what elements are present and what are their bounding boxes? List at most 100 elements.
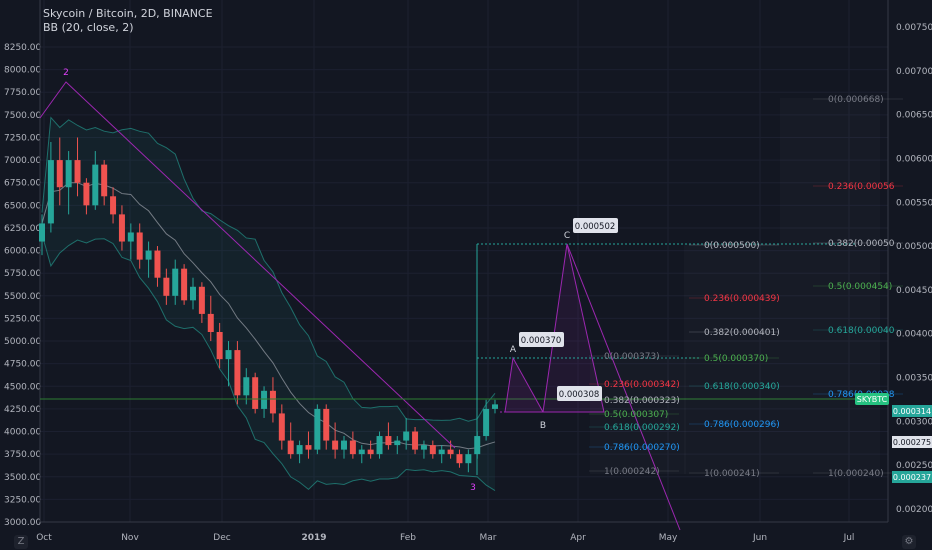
fib-level-label: 0.5(0.000307)	[604, 410, 668, 420]
pattern-label-b: B	[540, 421, 546, 431]
price-callout-text: 0.000308	[559, 390, 600, 400]
left-axis-tick-label: 7500.00	[4, 111, 41, 121]
left-axis-tick-label: 4250.00	[4, 405, 41, 415]
candle-body	[127, 232, 134, 242]
candle-body	[376, 436, 383, 455]
fib-level-label: 0.236(0.000439)	[704, 294, 780, 304]
candle-body	[216, 332, 223, 360]
price-callout-box	[519, 332, 564, 347]
left-axis-tick-label: 3000.00	[4, 518, 41, 528]
candle-body	[412, 431, 419, 450]
right-axis-badge	[892, 471, 932, 483]
candle-body	[269, 390, 276, 414]
right-axis-tick-label: 0.00250	[896, 461, 932, 471]
left-axis-tick-label: 4750.00	[4, 360, 41, 370]
right-axis-badge-text: 0.000314	[893, 407, 931, 416]
right-axis-tick-label: 0.00450	[896, 286, 932, 296]
right-axis-tick-label: 0.00500	[896, 242, 932, 252]
candle-body	[198, 286, 205, 314]
candle-body	[296, 445, 303, 455]
fib-level-label: 1(0.000241)	[704, 469, 760, 479]
candle-body	[181, 268, 188, 301]
candle-body	[456, 454, 463, 464]
candle-body	[101, 164, 108, 197]
left-axis-tick-label: 6000.00	[4, 247, 41, 257]
candle-body	[323, 408, 330, 441]
candle-body	[207, 313, 214, 332]
fib-level-label: 0.382(0.00050	[828, 239, 895, 249]
left-axis-tick-label: 6250.00	[4, 224, 41, 234]
left-axis-tick-label: 7000.00	[4, 156, 41, 166]
right-axis-badge-text: 0.000275	[893, 438, 931, 447]
timezone-icon[interactable]: Z	[14, 535, 28, 549]
candle-body	[394, 440, 401, 446]
left-axis-tick-label: 5500.00	[4, 292, 41, 302]
candle-body	[154, 250, 161, 278]
x-axis-tick-label: Mar	[480, 533, 497, 543]
candle-body	[190, 286, 196, 301]
fib-level-label: 1(0.000242)	[604, 467, 660, 477]
fib-level-label: 1(0.000240)	[828, 469, 884, 479]
fib-level-label: 0.382(0.000323)	[604, 396, 680, 406]
x-axis-tick-label: 2019	[301, 533, 326, 543]
right-axis-badge-text: SKYBTC	[857, 395, 888, 404]
x-axis-tick-label: May	[659, 533, 678, 543]
fib-level-label: 0.382(0.000401)	[704, 328, 780, 338]
wave-label-2: 2	[63, 68, 69, 78]
x-axis-tick-label: Nov	[121, 533, 139, 543]
candle-body	[74, 160, 81, 183]
left-axis-tick-label: 3750.00	[4, 450, 41, 460]
candle-body	[65, 160, 72, 188]
fib-level-label: 0.236(0.000342)	[604, 380, 680, 390]
x-axis-tick-label: Dec	[213, 533, 230, 543]
candle-body	[56, 160, 63, 188]
right-axis-badge	[855, 393, 889, 405]
right-axis-tick-label: 0.00350	[896, 374, 932, 384]
pattern-label-c: C	[564, 231, 570, 241]
x-axis-tick-label: Jun	[752, 533, 767, 543]
candle-body	[243, 377, 250, 396]
candle-body	[341, 440, 347, 450]
fib-level-label: 0.618(0.000292)	[604, 423, 680, 433]
candle-body	[385, 436, 392, 446]
left-axis-tick-label: 4000.00	[4, 428, 41, 438]
left-axis-tick-label: 8000.00	[4, 66, 41, 76]
candle-body	[438, 449, 445, 455]
wave-label-3: 3	[470, 483, 476, 493]
pattern-label-a: A	[510, 345, 517, 355]
fib-level-label: 0.618(0.00040	[828, 326, 895, 336]
candle-body	[492, 404, 498, 409]
left-axis-tick-label: 6500.00	[4, 201, 41, 211]
candle-body	[367, 449, 374, 455]
candle-body	[420, 445, 427, 450]
right-axis-badge	[892, 405, 932, 417]
right-axis-badge-text: 0.000237	[893, 473, 931, 482]
candle-body	[483, 408, 490, 437]
fib-level-label: 0.236(0.00056	[828, 182, 895, 192]
right-axis-tick-label: 0.00400	[896, 330, 932, 340]
candle-body	[287, 440, 294, 455]
settings-icon[interactable]: ⚙	[902, 535, 916, 549]
price-callout-box	[573, 218, 618, 233]
indicator-label: BB (20, close, 2)	[43, 21, 134, 34]
candle-body	[332, 440, 339, 450]
candle-body	[278, 413, 285, 441]
trendline-wave	[39, 81, 456, 449]
candle-body	[261, 390, 268, 409]
candle-body	[314, 408, 321, 450]
fib-level-label: 0(0.000373)	[604, 352, 660, 362]
left-axis-tick-label: 5250.00	[4, 314, 41, 324]
candle-body	[349, 440, 356, 455]
candle-body	[252, 377, 259, 409]
left-axis-tick-label: 6750.00	[4, 179, 41, 189]
right-axis-tick-label: 0.00200	[896, 505, 932, 515]
x-axis-tick-label: Apr	[570, 533, 586, 543]
chart-legend: Skycoin / Bitcoin, 2D, BINANCE BB (20, c…	[43, 7, 213, 35]
fib-level-label: 0.786(0.000270)	[604, 443, 680, 453]
x-axis-tick-label: Oct	[36, 533, 52, 543]
left-axis-tick-label: 3250.00	[4, 495, 41, 505]
bollinger-band-fill	[42, 117, 495, 491]
right-axis-badge	[892, 436, 932, 448]
